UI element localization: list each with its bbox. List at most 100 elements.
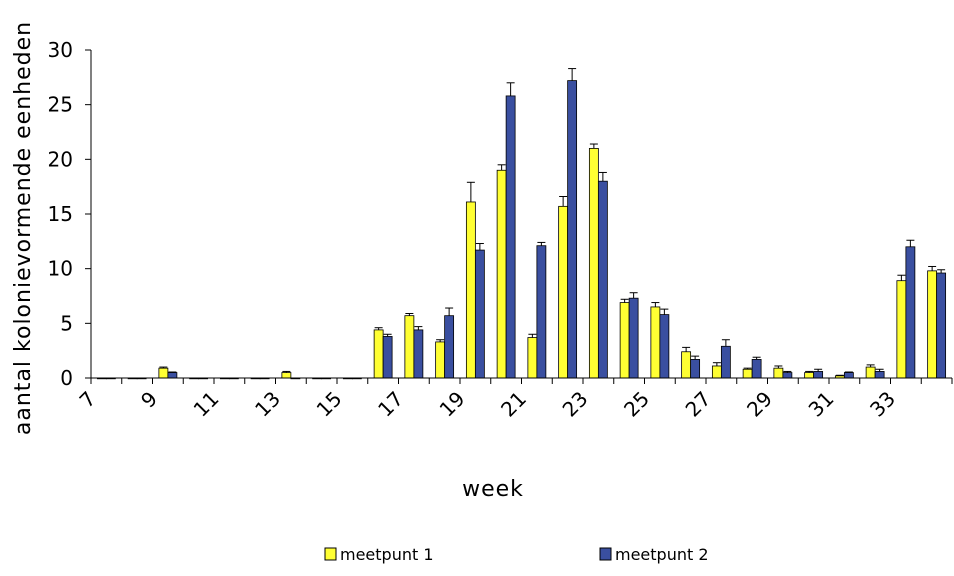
bar-s1-week-30 bbox=[804, 372, 815, 379]
bar-s1-week-32 bbox=[865, 366, 876, 379]
bar-s2-week-30 bbox=[813, 371, 824, 379]
error-bar-s1-week-18 bbox=[436, 339, 445, 342]
bar-s1-week-22 bbox=[558, 205, 569, 379]
error-bar-s1-week-25 bbox=[651, 302, 660, 307]
y-tick-label-30: 30 bbox=[48, 38, 73, 62]
error-bar-s1-week-28 bbox=[743, 367, 752, 370]
bar-s1-week-27 bbox=[711, 365, 722, 379]
bar-s2-week-16 bbox=[382, 336, 393, 379]
error-bar-s2-week-20 bbox=[506, 82, 515, 96]
x-tick-label-33: 33 bbox=[865, 387, 900, 422]
x-tick-label-9: 9 bbox=[136, 387, 162, 413]
bar-s1-week-16 bbox=[373, 329, 384, 379]
bar-s2-week-33 bbox=[905, 246, 916, 379]
bar-s1-week-9 bbox=[158, 367, 169, 379]
y-tick-label-10: 10 bbox=[48, 257, 73, 281]
bar-s2-week-31 bbox=[843, 372, 854, 379]
x-axis-title: week bbox=[462, 477, 524, 502]
bar-s1-week-23 bbox=[588, 147, 599, 379]
bar-s2-week-32 bbox=[874, 371, 885, 379]
error-bar-s1-week-33 bbox=[897, 274, 906, 281]
bar-s2-week-20 bbox=[505, 95, 516, 379]
bar-s2-week-22 bbox=[567, 80, 578, 379]
y-tick-label-15: 15 bbox=[48, 202, 73, 226]
x-tick-label-15: 15 bbox=[312, 387, 347, 422]
bar-s2-week-28 bbox=[751, 359, 762, 379]
legend-swatch-meetpunt-2 bbox=[599, 547, 612, 561]
error-bar-s2-week-30 bbox=[814, 368, 823, 372]
x-tick-label-19: 19 bbox=[435, 387, 470, 422]
error-bar-s2-week-24 bbox=[629, 292, 638, 299]
y-tick-label-5: 5 bbox=[60, 311, 73, 335]
error-bar-s2-week-22 bbox=[568, 68, 577, 81]
bar-s2-week-23 bbox=[597, 180, 608, 379]
bar-s1-week-19 bbox=[465, 201, 476, 379]
bar-s1-week-18 bbox=[435, 341, 446, 379]
bar-s1-week-29 bbox=[773, 367, 784, 379]
x-tick-label-21: 21 bbox=[496, 387, 531, 422]
y-tick-label-25: 25 bbox=[48, 93, 73, 117]
error-bar-s1-week-9 bbox=[159, 366, 168, 369]
error-bar-s1-week-31 bbox=[835, 374, 844, 376]
error-bar-s2-week-25 bbox=[660, 308, 669, 315]
error-bar-s2-week-17 bbox=[414, 326, 423, 330]
bar-s2-week-17 bbox=[413, 329, 424, 379]
error-bar-s2-week-31 bbox=[844, 371, 853, 373]
bar-s1-week-13 bbox=[281, 372, 292, 379]
legend-label-meetpunt-2: meetpunt 2 bbox=[615, 545, 709, 564]
error-bar-s2-week-9 bbox=[168, 371, 177, 373]
y-tick-label-0: 0 bbox=[60, 366, 73, 390]
legend: meetpunt 1 meetpunt 2 bbox=[324, 545, 709, 564]
bar-s2-week-9 bbox=[167, 372, 178, 379]
bar-s1-week-24 bbox=[619, 302, 630, 379]
error-bar-s2-week-23 bbox=[598, 171, 607, 182]
bar-s1-week-26 bbox=[681, 351, 692, 379]
bar-s1-week-28 bbox=[742, 368, 753, 379]
error-bar-s1-week-21 bbox=[528, 333, 537, 338]
x-tick-label-13: 13 bbox=[250, 387, 285, 422]
error-bar-s1-week-23 bbox=[589, 143, 598, 149]
error-bar-s1-week-32 bbox=[866, 364, 875, 368]
x-tick-label-17: 17 bbox=[373, 387, 408, 422]
bar-s2-week-34 bbox=[936, 272, 947, 379]
x-tick-label-27: 27 bbox=[681, 387, 716, 422]
error-bar-s2-week-19 bbox=[475, 243, 484, 251]
error-bar-s1-week-22 bbox=[559, 196, 568, 207]
error-bar-s2-week-29 bbox=[783, 370, 792, 373]
error-bar-s1-week-24 bbox=[620, 298, 629, 303]
error-bar-s1-week-13 bbox=[282, 370, 291, 373]
error-bar-s2-week-26 bbox=[691, 355, 700, 360]
legend-swatch-meetpunt-1 bbox=[324, 547, 337, 561]
error-bar-s1-week-16 bbox=[374, 327, 383, 330]
bar-s1-week-34 bbox=[927, 270, 938, 379]
bar-s1-week-25 bbox=[650, 306, 661, 379]
bar-s2-week-24 bbox=[628, 297, 639, 379]
error-bar-s2-week-32 bbox=[875, 368, 884, 372]
error-bar-s2-week-18 bbox=[445, 307, 454, 316]
bar-s2-week-29 bbox=[782, 372, 793, 379]
x-tick-label-23: 23 bbox=[558, 387, 593, 422]
bar-s1-week-20 bbox=[496, 169, 507, 379]
bar-s2-week-21 bbox=[536, 245, 547, 379]
bar-s1-week-33 bbox=[896, 280, 907, 379]
x-tick-label-31: 31 bbox=[804, 387, 839, 422]
error-bar-s1-week-26 bbox=[682, 346, 691, 352]
error-bar-s2-week-27 bbox=[721, 339, 730, 347]
bar-s1-week-21 bbox=[527, 337, 538, 379]
error-bar-s1-week-34 bbox=[928, 265, 937, 271]
x-tick-label-11: 11 bbox=[189, 387, 224, 422]
error-bar-s1-week-17 bbox=[405, 312, 414, 316]
error-bar-s2-week-33 bbox=[906, 239, 915, 247]
error-bar-s2-week-21 bbox=[537, 241, 546, 246]
error-bar-s1-week-20 bbox=[497, 164, 506, 171]
error-bar-s1-week-19 bbox=[466, 181, 475, 202]
legend-label-meetpunt-1: meetpunt 1 bbox=[340, 545, 434, 564]
bar-s2-week-27 bbox=[720, 345, 731, 379]
error-bar-s2-week-34 bbox=[937, 269, 946, 274]
error-bar-s2-week-16 bbox=[383, 333, 392, 337]
bar-s2-week-26 bbox=[690, 359, 701, 379]
bars-layer bbox=[96, 68, 947, 380]
error-bar-s1-week-27 bbox=[712, 362, 721, 366]
x-tick-label-29: 29 bbox=[742, 387, 777, 422]
